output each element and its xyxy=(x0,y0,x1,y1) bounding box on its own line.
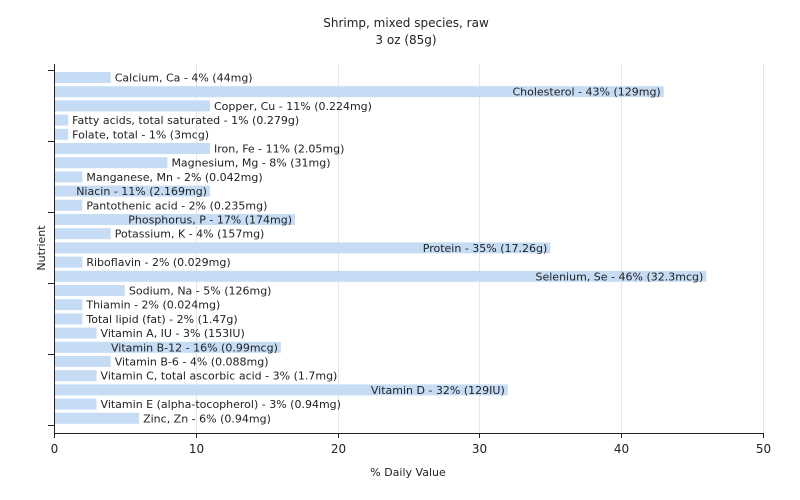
bar-label: Potassium, K - 4% (157mg) xyxy=(115,228,265,241)
bar xyxy=(55,143,210,154)
bar-label: Vitamin B-12 - 16% (0.99mcg) xyxy=(111,341,278,354)
bar xyxy=(55,384,508,396)
bar xyxy=(55,256,83,268)
bar xyxy=(55,285,125,296)
bar xyxy=(55,341,281,353)
bar xyxy=(55,157,168,169)
x-tick-label: 10 xyxy=(189,442,204,456)
bar xyxy=(55,214,296,225)
bar-label: Phosphorus, P - 17% (174mg) xyxy=(128,214,292,227)
bar xyxy=(55,242,551,254)
bar xyxy=(55,171,83,183)
bar xyxy=(55,270,707,282)
bar-label: Zinc, Zn - 6% (0.94mg) xyxy=(143,412,271,425)
bar xyxy=(55,356,111,367)
bar-labels: Calcium, Ca - 4% (44mg) Cholesterol - 43%… xyxy=(72,72,703,426)
bar-label: Vitamin A, IU - 3% (153IU) xyxy=(101,327,245,340)
bar xyxy=(55,412,140,424)
bar-label: Copper, Cu - 11% (0.224mg) xyxy=(214,100,372,113)
bar-label: Vitamin C, total ascorbic acid - 3% (1.7… xyxy=(101,370,338,383)
bar xyxy=(55,370,97,382)
bar xyxy=(55,313,83,325)
bar-label: Vitamin E (alpha-tocopherol) - 3% (0.94m… xyxy=(101,398,341,411)
bar-label: Folate, total - 1% (3mcg) xyxy=(72,128,209,141)
chart-subtitle: 3 oz (85g) xyxy=(375,33,436,47)
x-axis-title: % Daily Value xyxy=(370,466,446,479)
bar-label: Manganese, Mn - 2% (0.042mg) xyxy=(86,171,262,184)
bar xyxy=(55,72,111,83)
bar xyxy=(55,185,210,197)
bar xyxy=(55,199,83,211)
bar xyxy=(55,128,69,140)
bar-label: Selenium, Se - 46% (32.3mcg) xyxy=(536,270,704,283)
bar-label: Sodium, Na - 5% (126mg) xyxy=(129,285,272,298)
bar xyxy=(55,398,97,410)
bar-label: Vitamin B-6 - 4% (0.088mg) xyxy=(115,356,269,369)
x-tick-label: 0 xyxy=(51,442,59,456)
bar-label: Fatty acids, total saturated - 1% (0.279… xyxy=(72,114,299,127)
x-tick-label: 30 xyxy=(472,442,487,456)
x-tick-label: 20 xyxy=(331,442,346,456)
bar-label: Iron, Fe - 11% (2.05mg) xyxy=(214,143,344,156)
bar-label: Riboflavin - 2% (0.029mg) xyxy=(86,256,230,269)
bar xyxy=(55,299,83,311)
bar-label: Protein - 35% (17.26g) xyxy=(423,242,548,255)
bar xyxy=(55,114,69,126)
y-axis-title: Nutrient xyxy=(35,225,48,271)
bar-label: Cholesterol - 43% (129mg) xyxy=(512,86,660,99)
bars xyxy=(55,72,707,424)
bar-label: Vitamin D - 32% (129IU) xyxy=(371,384,505,397)
bar xyxy=(55,100,210,112)
bar-label: Thiamin - 2% (0.024mg) xyxy=(85,299,220,312)
x-tick-label: 50 xyxy=(756,442,771,456)
chart-title: Shrimp, mixed species, raw xyxy=(323,16,489,30)
axes: 0 10 20 30 40 50 xyxy=(48,64,771,456)
bar-label: Calcium, Ca - 4% (44mg) xyxy=(115,72,253,85)
bar xyxy=(55,228,111,240)
bar-label: Niacin - 11% (2.169mg) xyxy=(76,185,207,198)
bar xyxy=(55,86,664,98)
bar-label: Total lipid (fat) - 2% (1.47g) xyxy=(85,313,237,326)
bar-label: Pantothenic acid - 2% (0.235mg) xyxy=(86,199,267,212)
bar-label: Magnesium, Mg - 8% (31mg) xyxy=(171,157,330,170)
x-tick-label: 40 xyxy=(614,442,629,456)
bar xyxy=(55,327,97,339)
